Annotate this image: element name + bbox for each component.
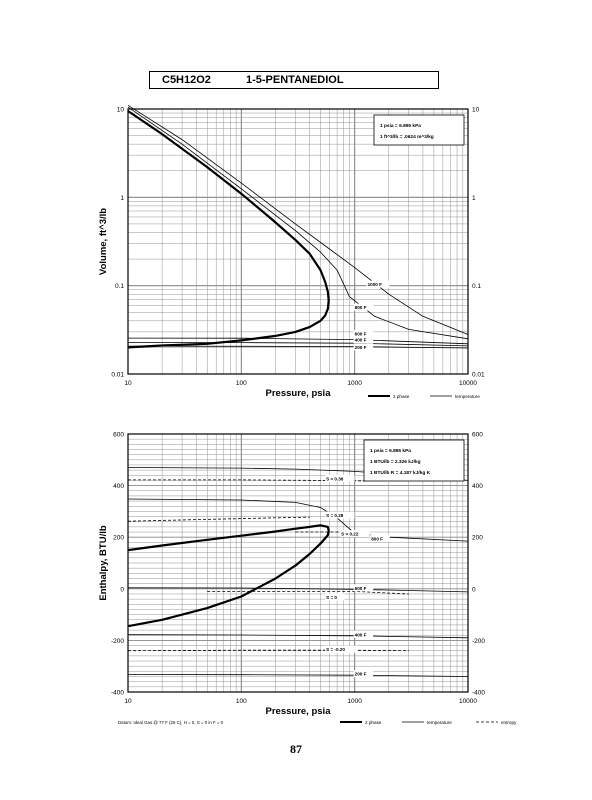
entropy-curve xyxy=(127,516,310,522)
curve-label: S = -0.20 xyxy=(326,647,345,652)
curve-label: S = 0.22 xyxy=(341,532,359,537)
legend-label: temperature xyxy=(427,720,452,725)
y-tick-label-right: -400 xyxy=(472,690,485,697)
curve-label: S = 0.36 xyxy=(326,476,344,481)
datum-note: Datum: Ideal Gas @ 77 F (25 C), H = 0, S… xyxy=(118,720,224,725)
curve-label-bg xyxy=(353,330,374,338)
enthalpy-chart: 10 100 1000 10000-400-2000200400600-400-200… xyxy=(98,432,517,725)
curve-label: 400 F xyxy=(355,632,367,637)
curve-label-bg xyxy=(353,670,374,678)
x-tick-label: 10000 xyxy=(459,380,477,387)
grid xyxy=(127,433,469,693)
y-tick-label-right: -200 xyxy=(472,638,485,645)
y-tick-label-left: 10 xyxy=(117,107,125,114)
plot-frame xyxy=(127,108,469,375)
y-tick-label-right: 600 xyxy=(472,432,483,439)
temperature-curve xyxy=(127,106,469,340)
y-axis-label: Enthalpy, BTU/lb xyxy=(98,525,109,600)
legend-label: entropy xyxy=(501,720,517,725)
curve-label: 1000 F xyxy=(368,282,382,287)
x-tick-label: 100 xyxy=(236,698,247,705)
conversion-text: 1 BTU/lb = 2.326 kJ/kg xyxy=(370,459,421,465)
x-axis-label: Pressure, psia xyxy=(266,706,332,717)
curve-label-bg xyxy=(325,645,358,653)
legend-label: temperature xyxy=(455,394,480,399)
y-tick-label-right: 10 xyxy=(472,107,480,114)
curve-label: 600 F xyxy=(355,332,367,337)
y-axis-label: Volume, ft^3/lb xyxy=(98,208,109,275)
x-axis-label: Pressure, psia xyxy=(266,388,332,399)
x-tick-label: 100 xyxy=(236,380,247,387)
formula-label: C5H12O2 xyxy=(162,74,211,86)
temperature-curve xyxy=(127,337,469,345)
curve-label: 400 F xyxy=(355,338,367,343)
volume-chart: 10 100 1000 100000.010.11100.010.1110Pressu… xyxy=(98,104,485,399)
legend-label: 2 phase xyxy=(365,720,382,725)
conversion-text: 1 psia = 6.895 kPa xyxy=(370,448,411,454)
page-number: 87 xyxy=(290,742,302,756)
curve-label: 800 F xyxy=(355,305,367,310)
x-tick-label: 10 xyxy=(124,380,132,387)
temperature-curve xyxy=(127,634,469,639)
entropy-curve xyxy=(295,531,355,533)
curve-label: 200 F xyxy=(355,345,367,350)
temperature-curve xyxy=(127,674,469,677)
conversion-box xyxy=(373,114,465,146)
y-tick-label-left: 0.01 xyxy=(111,372,124,379)
curve-label-bg xyxy=(366,280,390,288)
curve-label-bg xyxy=(370,534,390,542)
y-tick-label-right: 0.1 xyxy=(472,283,481,290)
curve-label-bg xyxy=(340,530,370,538)
temperature-curve xyxy=(127,104,469,335)
x-tick-label: 1000 xyxy=(347,698,362,705)
legend-label: 2 phase xyxy=(393,394,410,399)
two-phase-envelope xyxy=(127,524,330,628)
conversion-text: 1 ft^3/lb = .0624 m^3/kg xyxy=(380,134,434,140)
y-tick-label-right: 0 xyxy=(472,586,476,593)
y-tick-label-left: 1 xyxy=(120,195,124,202)
curve-label-bg xyxy=(353,584,374,592)
curve-label-bg xyxy=(325,593,345,601)
curve-label-bg xyxy=(325,511,355,519)
curve-label-bg xyxy=(353,303,374,311)
y-tick-label-right: 0.01 xyxy=(472,372,485,379)
y-tick-label-left: 0 xyxy=(120,586,124,593)
entropy-curve xyxy=(127,649,409,652)
y-tick-label-left: -400 xyxy=(111,690,124,697)
y-tick-label-left: 600 xyxy=(113,432,124,439)
curve-label-bg xyxy=(353,630,374,638)
title-box: C5H12O2 1-5-PENTANEDIOL xyxy=(149,71,439,89)
x-tick-label: 1000 xyxy=(347,380,362,387)
conversion-text: 1 BTU/lb R = 4.187 kJ/kg K xyxy=(370,470,431,476)
compound-name: 1-5-PENTANEDIOL xyxy=(246,74,344,86)
curve-label-bg xyxy=(353,336,374,344)
curve-label: 800 F xyxy=(371,536,383,541)
y-tick-label-right: 400 xyxy=(472,483,483,490)
temperature-curve xyxy=(127,587,469,593)
y-tick-label-right: 200 xyxy=(472,535,483,542)
two-phase-envelope xyxy=(127,110,330,349)
plot-frame xyxy=(127,433,469,693)
conversion-text: 1 psia = 6.895 kPa xyxy=(380,123,421,129)
y-tick-label-left: 200 xyxy=(113,535,124,542)
curve-label: S = 0 xyxy=(326,595,337,600)
curve-label: 600 F xyxy=(355,586,367,591)
x-tick-label: 10 xyxy=(124,698,132,705)
y-tick-label-left: -200 xyxy=(111,638,124,645)
y-tick-label-right: 1 xyxy=(472,195,476,202)
y-tick-label-left: 0.1 xyxy=(115,283,124,290)
x-tick-label: 10000 xyxy=(459,698,477,705)
temperature-curve xyxy=(127,345,469,349)
curve-label-bg xyxy=(325,474,355,482)
conversion-box xyxy=(363,439,465,482)
y-tick-label-left: 400 xyxy=(113,483,124,490)
curve-label: S = 0.28 xyxy=(326,513,344,518)
curve-label: 200 F xyxy=(355,672,367,677)
temperature-curve xyxy=(127,341,469,347)
curve-label-bg xyxy=(353,343,374,351)
entropy-curve xyxy=(207,591,409,595)
